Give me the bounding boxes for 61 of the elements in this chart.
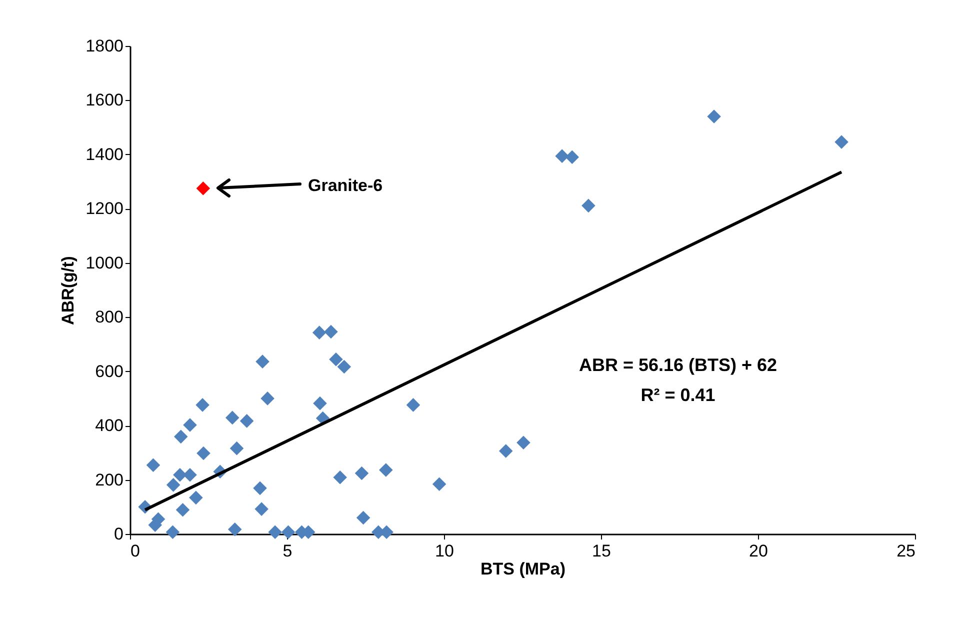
y-tick-label: 200	[95, 470, 124, 490]
annotation: R² = 0.41	[640, 385, 716, 405]
point	[337, 360, 352, 374]
point	[379, 463, 393, 477]
point	[253, 481, 267, 496]
point	[582, 198, 596, 213]
point	[354, 466, 369, 480]
y-tick-label: 1400	[86, 144, 124, 164]
point	[183, 468, 197, 482]
point	[230, 441, 244, 456]
point	[228, 522, 242, 536]
y-tick-label: 400	[95, 416, 124, 436]
point	[565, 150, 580, 164]
x-tick-label: 20	[749, 542, 768, 560]
y-tick-label: 1600	[86, 90, 124, 110]
x-tick-label: 15	[592, 542, 611, 560]
x-tick-label: 5	[282, 542, 292, 560]
point	[329, 352, 343, 366]
y-tick-label: 800	[95, 308, 124, 327]
point	[406, 398, 420, 412]
point	[313, 396, 327, 410]
annotation: ABR = 56.16 (BTS) + 62	[578, 355, 778, 375]
point	[196, 398, 210, 412]
point	[268, 525, 282, 539]
y-tick-label: 1200	[86, 199, 124, 218]
x-axis-title: BTS (MPa)	[480, 560, 566, 578]
point	[196, 446, 210, 460]
point	[225, 410, 240, 425]
point	[254, 502, 268, 516]
point	[333, 470, 347, 484]
point	[174, 430, 188, 444]
point	[173, 468, 187, 482]
point	[834, 135, 848, 149]
point	[312, 326, 326, 340]
y-tick-label: 0	[114, 524, 124, 544]
point	[324, 324, 338, 339]
point	[166, 525, 180, 539]
point	[256, 354, 270, 368]
y-axis-title: ABR(g/t)	[58, 256, 78, 325]
y-tick-label: 1800	[86, 36, 124, 56]
x-tick-label: 25	[896, 542, 916, 560]
point	[260, 392, 274, 406]
point	[516, 436, 530, 450]
point	[146, 458, 160, 472]
point	[189, 490, 203, 505]
point	[183, 418, 197, 432]
point	[176, 502, 190, 517]
point	[555, 149, 569, 163]
annotation: Granite-6	[308, 176, 383, 195]
y-tick-label: 1000	[86, 253, 124, 272]
point	[281, 525, 296, 539]
point	[196, 181, 210, 196]
point	[240, 414, 254, 428]
y-tick-label: 600	[95, 362, 124, 381]
x-tick-label: 0	[130, 542, 140, 560]
point	[707, 110, 721, 124]
point	[432, 477, 446, 492]
x-tick-label: 10	[435, 542, 454, 560]
point	[356, 510, 370, 525]
point	[498, 444, 513, 458]
point	[166, 478, 180, 492]
